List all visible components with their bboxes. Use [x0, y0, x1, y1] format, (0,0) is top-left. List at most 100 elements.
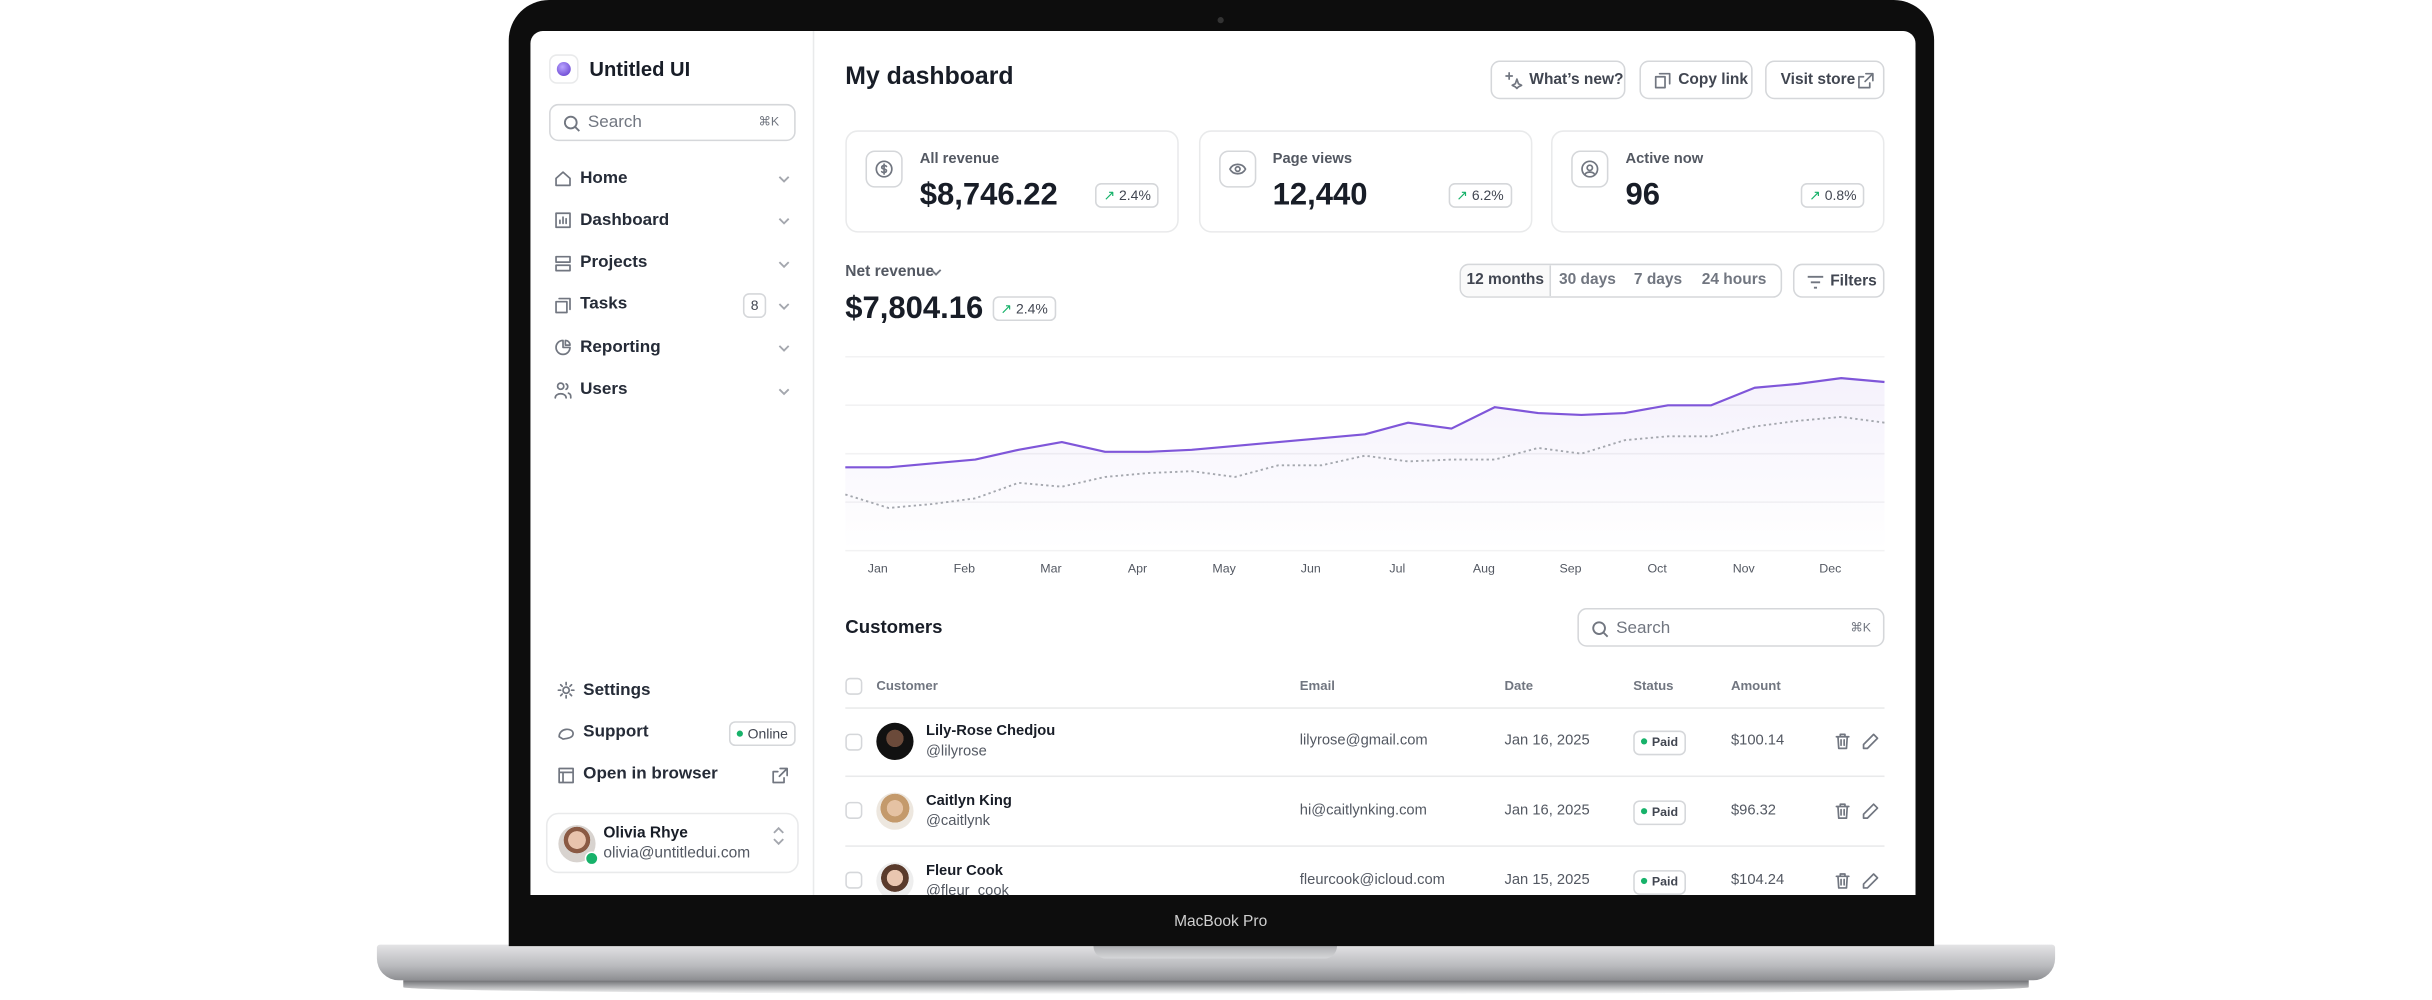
- revenue-change: ↗ 2.4%: [992, 296, 1056, 322]
- line-series: [845, 377, 1885, 469]
- icon: [555, 255, 571, 271]
- footer-item[interactable]: Settings: [583, 680, 651, 699]
- stat-change-text: 2.4%: [1119, 187, 1151, 204]
- customer-email: fleurcook@icloud.com: [1299, 871, 1445, 889]
- footer-item[interactable]: Support: [583, 722, 649, 742]
- icon: [557, 681, 575, 699]
- icon: [555, 297, 571, 314]
- status-badge: Paid: [1633, 800, 1686, 825]
- search-placeholder: Search: [587, 113, 642, 132]
- stat-value: 12,440: [1272, 178, 1368, 213]
- header-button[interactable]: Copy link: [1639, 60, 1753, 100]
- nav-item[interactable]: Dashboard: [580, 210, 670, 230]
- tasks-badge: 8: [742, 293, 767, 318]
- stat-change-text: 0.8%: [1824, 187, 1857, 204]
- search-shortcut: ⌘K: [758, 114, 780, 129]
- icon: [555, 339, 571, 356]
- nav-item[interactable]: Tasks: [580, 295, 628, 314]
- footer-item[interactable]: Open in browser: [583, 764, 718, 784]
- status-dot: [1640, 877, 1648, 884]
- row-checkbox[interactable]: [845, 732, 863, 750]
- range-option[interactable]: 24 hours: [1701, 271, 1767, 289]
- column-header[interactable]: Email: [1299, 677, 1335, 694]
- icon: [875, 160, 893, 178]
- customer-name: Caitlyn King: [925, 792, 1012, 810]
- stat-label: Active now: [1625, 150, 1704, 168]
- nav-item[interactable]: Users: [580, 379, 628, 399]
- customer-handle: @lilyrose: [925, 742, 987, 760]
- x-tick-label: May: [1212, 561, 1236, 575]
- customer-handle: @fleur_cook: [925, 881, 1009, 895]
- stat-icon: [1218, 150, 1256, 188]
- search-placeholder: Search: [1616, 618, 1671, 638]
- range-option[interactable]: 30 days: [1558, 271, 1616, 289]
- header-button-label: What’s new?: [1529, 71, 1624, 89]
- customer-name: Lily-Rose Chedjou: [925, 722, 1056, 740]
- line-series: [845, 415, 1885, 509]
- x-tick-label: Jan: [868, 561, 888, 575]
- customer-date: Jan 16, 2025: [1504, 732, 1590, 750]
- icon: [1862, 872, 1879, 889]
- line-area: [845, 378, 1885, 551]
- select-all[interactable]: [845, 677, 863, 695]
- stat-change: ↗ 0.8%: [1801, 183, 1865, 208]
- icon: [554, 381, 572, 398]
- range-selector: 12 months 30 days 7 days 24 hours: [1459, 263, 1783, 298]
- header-button[interactable]: Visit store: [1765, 60, 1885, 100]
- filters-icon: [1807, 275, 1824, 289]
- range-option[interactable]: 12 months: [1461, 265, 1552, 297]
- column-header[interactable]: Amount: [1730, 677, 1781, 694]
- user-card[interactable]: Olivia Rhye olivia@untitledui.com: [545, 812, 799, 874]
- stat-icon: [1571, 150, 1609, 188]
- nav-chevron: [778, 387, 790, 395]
- column-header[interactable]: Status: [1633, 677, 1674, 694]
- customer-date: Jan 15, 2025: [1504, 871, 1590, 889]
- filters-button[interactable]: Filters: [1792, 263, 1885, 298]
- stat-change: ↗ 2.4%: [1095, 183, 1159, 208]
- icon: [1835, 803, 1850, 819]
- range-option[interactable]: 7 days: [1633, 271, 1683, 289]
- revenue-change-text: 2.4%: [1015, 300, 1048, 317]
- row-divider: [845, 775, 1885, 778]
- column-header[interactable]: Customer: [876, 677, 938, 694]
- row-checkbox[interactable]: [845, 871, 863, 889]
- row-checkbox[interactable]: [845, 802, 863, 820]
- icon: [1835, 872, 1850, 889]
- sidebar-search[interactable]: Search ⌘K: [549, 103, 796, 142]
- customers-search[interactable]: Search ⌘K: [1577, 607, 1885, 647]
- icon: [1858, 72, 1874, 89]
- column-header[interactable]: Date: [1504, 677, 1534, 694]
- x-tick-label: Mar: [1040, 561, 1061, 575]
- screen: Untitled UI Search ⌘K Home Dashboard Proje…: [530, 31, 1916, 895]
- status-badge: Paid: [1633, 730, 1686, 756]
- icon: [1862, 803, 1879, 819]
- nav-chevron: [778, 176, 790, 183]
- stat-card: All revenue $8,746.22 ↗ 2.4%: [845, 130, 1179, 233]
- x-tick-label: Dec: [1819, 561, 1841, 575]
- icon: [1862, 733, 1879, 750]
- header-button[interactable]: What’s new?: [1490, 60, 1626, 100]
- customer-handle: @caitlynk: [925, 812, 991, 830]
- x-tick-label: Oct: [1647, 561, 1667, 575]
- search-shortcut: ⌘K: [1850, 620, 1872, 635]
- status-text: Paid: [1651, 735, 1679, 750]
- revenue-chevron: [930, 269, 942, 276]
- status-text: Paid: [1651, 804, 1679, 819]
- x-tick-label: Feb: [954, 561, 975, 575]
- page-title: My dashboard: [845, 63, 1014, 90]
- nav-item[interactable]: Home: [580, 168, 628, 187]
- customer-avatar: [876, 861, 914, 895]
- filters-label: Filters: [1830, 272, 1877, 291]
- stat-label: All revenue: [919, 150, 1000, 168]
- nav-item[interactable]: Reporting: [580, 337, 661, 357]
- stat-icon: [865, 150, 903, 188]
- customer-avatar: [876, 722, 914, 760]
- customer-amount: $96.32: [1730, 801, 1777, 819]
- nav-item[interactable]: Projects: [580, 252, 648, 272]
- header-divider: [845, 707, 1885, 709]
- search-icon: [1592, 621, 1609, 638]
- status-dot: [1640, 807, 1648, 814]
- customer-name: Fleur Cook: [925, 861, 1003, 879]
